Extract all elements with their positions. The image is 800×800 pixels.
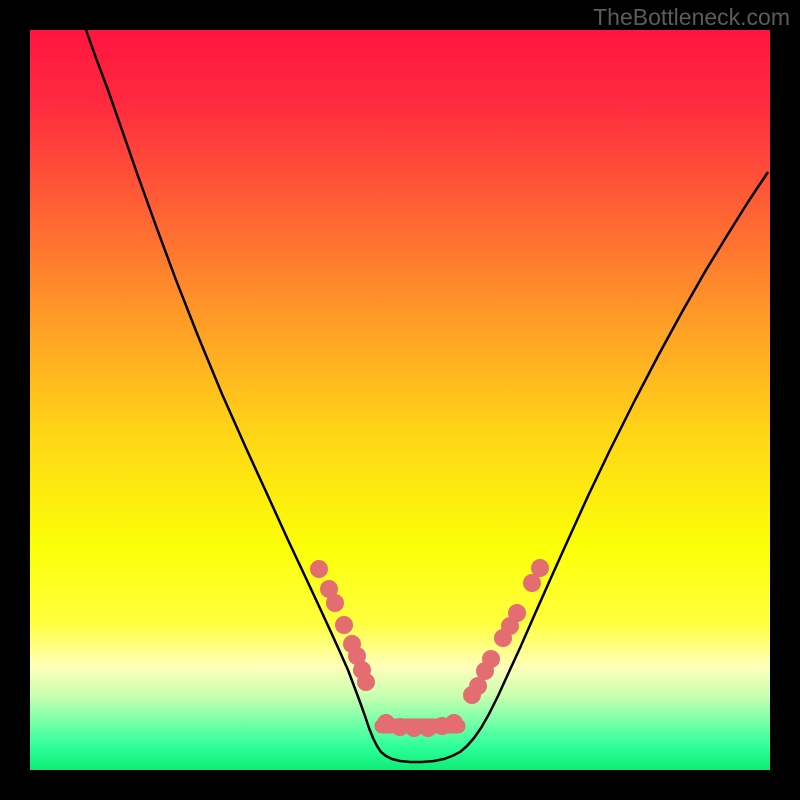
marker-dot [508,604,526,622]
marker-dot [310,560,328,578]
marker-dot [482,650,500,668]
marker-dot [531,559,549,577]
plot-area [30,30,770,770]
marker-dot [335,616,353,634]
marker-dot [326,594,344,612]
plot-svg [0,0,800,800]
chart-stage: TheBottleneck.com [0,0,800,800]
watermark-text: TheBottleneck.com [593,4,790,31]
marker-dot [357,673,375,691]
marker-dot [445,714,463,732]
